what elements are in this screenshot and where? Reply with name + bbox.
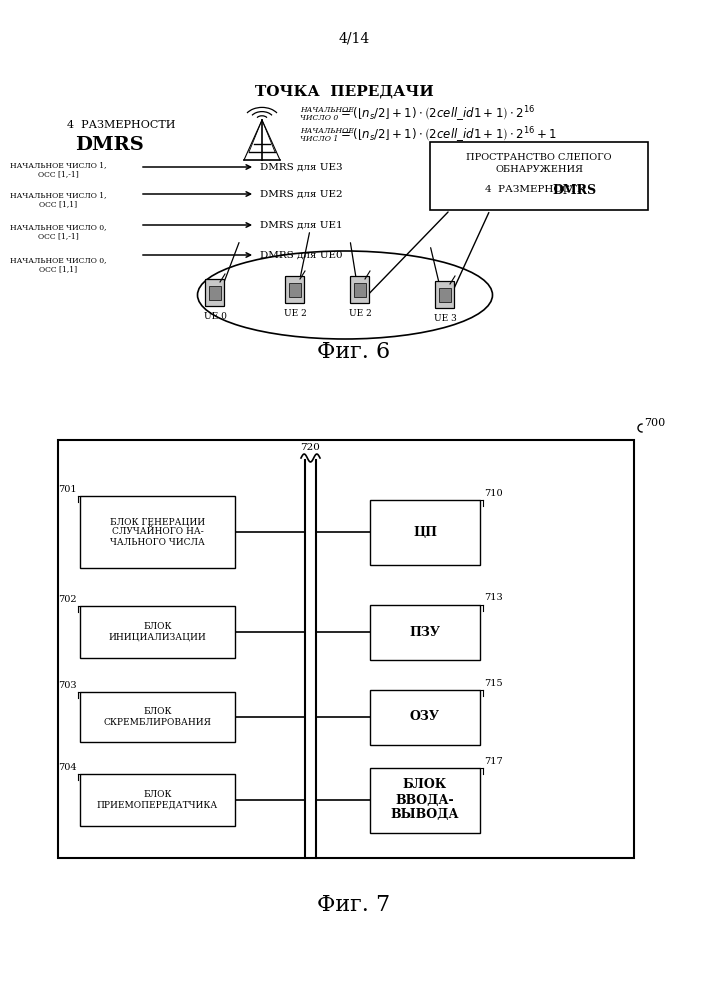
Text: DMRS для UE1: DMRS для UE1 <box>260 221 342 230</box>
Text: 715: 715 <box>484 678 503 688</box>
Text: UE 3: UE 3 <box>434 314 457 323</box>
Text: ОБНАРУЖЕНИЯ: ОБНАРУЖЕНИЯ <box>495 165 583 174</box>
Text: НАЧАЛЬНОЕ ЧИСЛО 0,
OCC [1,-1]: НАЧАЛЬНОЕ ЧИСЛО 0, OCC [1,-1] <box>10 223 106 241</box>
Text: 701: 701 <box>58 485 77 494</box>
Text: ТОЧКА  ПЕРЕДАЧИ: ТОЧКА ПЕРЕДАЧИ <box>255 85 434 99</box>
Text: ОЗУ: ОЗУ <box>410 710 440 724</box>
Text: БЛОК ГЕНЕРАЦИИ
СЛУЧАЙНОГО НА-
ЧАЛЬНОГО ЧИСЛА: БЛОК ГЕНЕРАЦИИ СЛУЧАЙНОГО НА- ЧАЛЬНОГО Ч… <box>110 517 205 547</box>
Text: ЦП: ЦП <box>413 526 437 538</box>
Text: 704: 704 <box>58 763 77 772</box>
Text: Фиг. 6: Фиг. 6 <box>318 341 391 363</box>
Text: 703: 703 <box>58 681 77 690</box>
Text: 4/14: 4/14 <box>338 31 369 45</box>
Text: БЛОК
СКРЕМБЛИРОВАНИЯ: БЛОК СКРЕМБЛИРОВАНИЯ <box>104 707 211 727</box>
Bar <box>58 440 634 858</box>
Text: DMRS для UE2: DMRS для UE2 <box>260 190 342 198</box>
FancyBboxPatch shape <box>206 279 225 306</box>
Text: НАЧАЛЬНОЕ: НАЧАЛЬНОЕ <box>300 106 354 114</box>
Bar <box>370 690 480 744</box>
Bar <box>370 768 480 832</box>
Text: DMRS для UE3: DMRS для UE3 <box>260 162 342 172</box>
Bar <box>80 692 235 742</box>
Text: DMRS для UE0: DMRS для UE0 <box>260 250 342 259</box>
Text: 702: 702 <box>58 595 77 604</box>
Text: НАЧАЛЬНОЕ: НАЧАЛЬНОЕ <box>300 127 354 135</box>
Bar <box>289 283 301 297</box>
Text: БЛОК
ВВОДА-
ВЫВОДА: БЛОК ВВОДА- ВЫВОДА <box>391 778 459 822</box>
Text: НАЧАЛЬНОЕ ЧИСЛО 1,
OCC [1,1]: НАЧАЛЬНОЕ ЧИСЛО 1, OCC [1,1] <box>10 191 106 209</box>
FancyBboxPatch shape <box>286 276 304 304</box>
Bar <box>354 283 366 297</box>
Text: ЧИСЛО 1: ЧИСЛО 1 <box>300 135 338 143</box>
Bar <box>209 286 221 300</box>
Bar <box>80 496 235 568</box>
Bar <box>370 604 480 660</box>
Text: 717: 717 <box>484 756 503 766</box>
Bar <box>430 142 648 210</box>
Bar <box>370 499 480 564</box>
Text: UE 0: UE 0 <box>203 312 226 321</box>
Text: Фиг. 7: Фиг. 7 <box>318 894 391 916</box>
Text: 720: 720 <box>301 444 320 452</box>
Text: DMRS: DMRS <box>552 184 596 196</box>
FancyBboxPatch shape <box>350 276 369 304</box>
Text: DMRS: DMRS <box>75 136 144 154</box>
Text: UE 2: UE 2 <box>349 309 372 318</box>
Text: ПЗУ: ПЗУ <box>410 626 440 639</box>
FancyBboxPatch shape <box>435 282 454 308</box>
Text: 4  РАЗМЕРНОСТИ: 4 РАЗМЕРНОСТИ <box>485 186 593 194</box>
Text: $= \left(\lfloor n_s / 2 \rfloor + 1\right) \cdot \left(2cell\_id1 + 1\right) \c: $= \left(\lfloor n_s / 2 \rfloor + 1\rig… <box>338 104 535 124</box>
Text: БЛОК
ПРИЕМОПЕРЕДАТЧИКА: БЛОК ПРИЕМОПЕРЕДАТЧИКА <box>97 790 218 810</box>
Bar <box>80 606 235 658</box>
Text: ЧИСЛО 0: ЧИСЛО 0 <box>300 114 338 122</box>
Bar <box>80 774 235 826</box>
Ellipse shape <box>198 251 493 339</box>
Text: 710: 710 <box>484 488 503 497</box>
Text: 713: 713 <box>484 593 503 602</box>
Text: НАЧАЛЬНОЕ ЧИСЛО 1,
OCC [1,-1]: НАЧАЛЬНОЕ ЧИСЛО 1, OCC [1,-1] <box>10 161 106 179</box>
Text: UE 2: UE 2 <box>284 309 306 318</box>
Text: 700: 700 <box>644 418 665 428</box>
Text: ПРОСТРАНСТВО СЛЕПОГО: ПРОСТРАНСТВО СЛЕПОГО <box>467 152 612 161</box>
Text: 4  РАЗМЕРНОСТИ: 4 РАЗМЕРНОСТИ <box>67 120 176 130</box>
Text: НАЧАЛЬНОЕ ЧИСЛО 0,
OCC [1,1]: НАЧАЛЬНОЕ ЧИСЛО 0, OCC [1,1] <box>10 256 106 274</box>
Text: БЛОК
ИНИЦИАЛИЗАЦИИ: БЛОК ИНИЦИАЛИЗАЦИИ <box>108 622 206 642</box>
Text: $= \left(\lfloor n_s / 2 \rfloor + 1\right) \cdot \left(2cell\_id1 + 1\right) \c: $= \left(\lfloor n_s / 2 \rfloor + 1\rig… <box>338 125 557 145</box>
Bar <box>439 288 451 302</box>
